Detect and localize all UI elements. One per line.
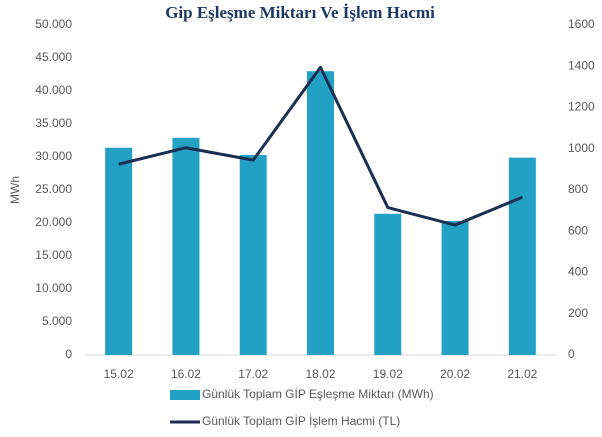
bar bbox=[172, 137, 200, 355]
y-tick-label: 50.000 bbox=[35, 17, 72, 31]
y2-tick-label: 800 bbox=[568, 182, 588, 196]
chart-title: Gip Eşleşme Miktarı Ve İşlem Hacmi bbox=[165, 3, 435, 22]
y-tick-label: 30.000 bbox=[35, 149, 72, 163]
bar bbox=[374, 213, 402, 355]
bar bbox=[307, 71, 334, 355]
y2-tick-label: 1200 bbox=[568, 100, 595, 114]
y2-tick-label: 200 bbox=[568, 306, 588, 320]
bar bbox=[105, 147, 133, 355]
x-tick-label: 15.02 bbox=[104, 367, 134, 381]
x-tick-label: 17.02 bbox=[238, 367, 268, 381]
y2-tick-label: 1400 bbox=[568, 58, 595, 72]
legend-label: Günlük Toplam GİP Eşleşme Miktarı (MWh) bbox=[202, 387, 434, 401]
y-tick-label: 10.000 bbox=[35, 281, 72, 295]
y2-tick-label: 400 bbox=[568, 265, 588, 279]
x-tick-label: 18.02 bbox=[305, 367, 335, 381]
legend-label: Günlük Toplam GİP İşlem Hacmi (TL) bbox=[202, 414, 400, 428]
x-tick-label: 19.02 bbox=[373, 367, 403, 381]
bar bbox=[508, 157, 536, 355]
y-axis-label: MWh bbox=[8, 176, 22, 204]
y2-tick-label: 0 bbox=[568, 347, 575, 361]
y-tick-label: 15.000 bbox=[35, 248, 72, 262]
y2-tick-label: 1000 bbox=[568, 141, 595, 155]
x-tick-label: 16.02 bbox=[171, 367, 201, 381]
x-tick-label: 21.02 bbox=[507, 367, 537, 381]
y-tick-label: 20.000 bbox=[35, 215, 72, 229]
y-tick-label: 35.000 bbox=[35, 116, 72, 130]
y-tick-label: 25.000 bbox=[35, 182, 72, 196]
y2-tick-label: 1600 bbox=[568, 17, 595, 31]
x-tick-label: 20.02 bbox=[440, 367, 470, 381]
bar bbox=[239, 155, 267, 355]
y-tick-label: 45.000 bbox=[35, 50, 72, 64]
y-tick-label: 0 bbox=[65, 347, 72, 361]
y-tick-label: 5.000 bbox=[42, 314, 72, 328]
bar bbox=[441, 221, 469, 355]
legend-swatch bbox=[170, 390, 200, 400]
y2-tick-label: 600 bbox=[568, 223, 588, 237]
line bbox=[118, 65, 523, 227]
y-tick-label: 40.000 bbox=[35, 83, 72, 97]
